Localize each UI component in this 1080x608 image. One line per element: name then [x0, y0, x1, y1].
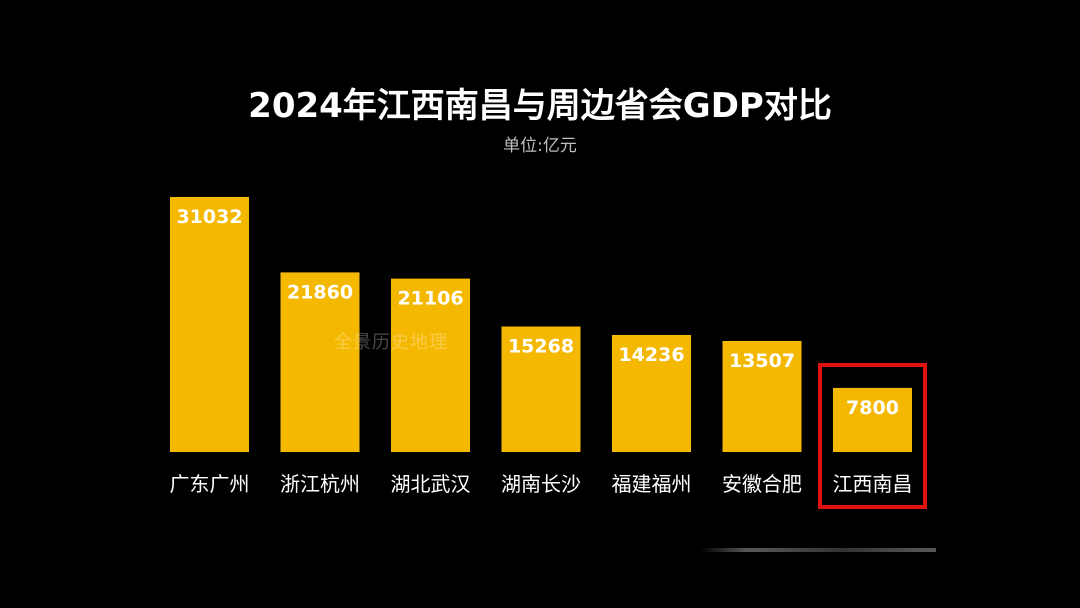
bar-3 — [391, 278, 470, 452]
decorative-stripe — [700, 548, 936, 552]
chart-title: 2024年江西南昌与周边省会GDP对比 — [248, 86, 832, 126]
bar-5 — [612, 335, 691, 452]
bar-2 — [280, 272, 360, 452]
highlight-box — [818, 363, 927, 509]
bar-value-label: 31032 — [176, 206, 242, 228]
category-label: 湖北武汉 — [391, 472, 471, 496]
bar-6 — [722, 341, 802, 452]
bar-4 — [501, 326, 581, 452]
bar-value-label: 15268 — [508, 336, 574, 358]
bar-value-label: 13507 — [729, 350, 795, 372]
category-label: 浙江杭州 — [280, 472, 360, 496]
category-label: 安徽合肥 — [722, 472, 802, 496]
category-label: 湖南长沙 — [501, 472, 581, 496]
bar-value-label: 21106 — [397, 288, 463, 310]
bar-7 — [833, 387, 912, 452]
category-label: 江西南昌 — [833, 472, 913, 496]
category-label: 福建福州 — [612, 472, 692, 496]
bar-value-label: 14236 — [618, 344, 684, 366]
watermark: 全景历史地理 — [334, 332, 448, 353]
bar-1 — [170, 197, 249, 452]
bar-value-label: 7800 — [846, 397, 899, 419]
chart-subtitle: 单位:亿元 — [503, 136, 577, 156]
category-label: 广东广州 — [170, 472, 250, 496]
bar-value-label: 21860 — [287, 281, 353, 303]
